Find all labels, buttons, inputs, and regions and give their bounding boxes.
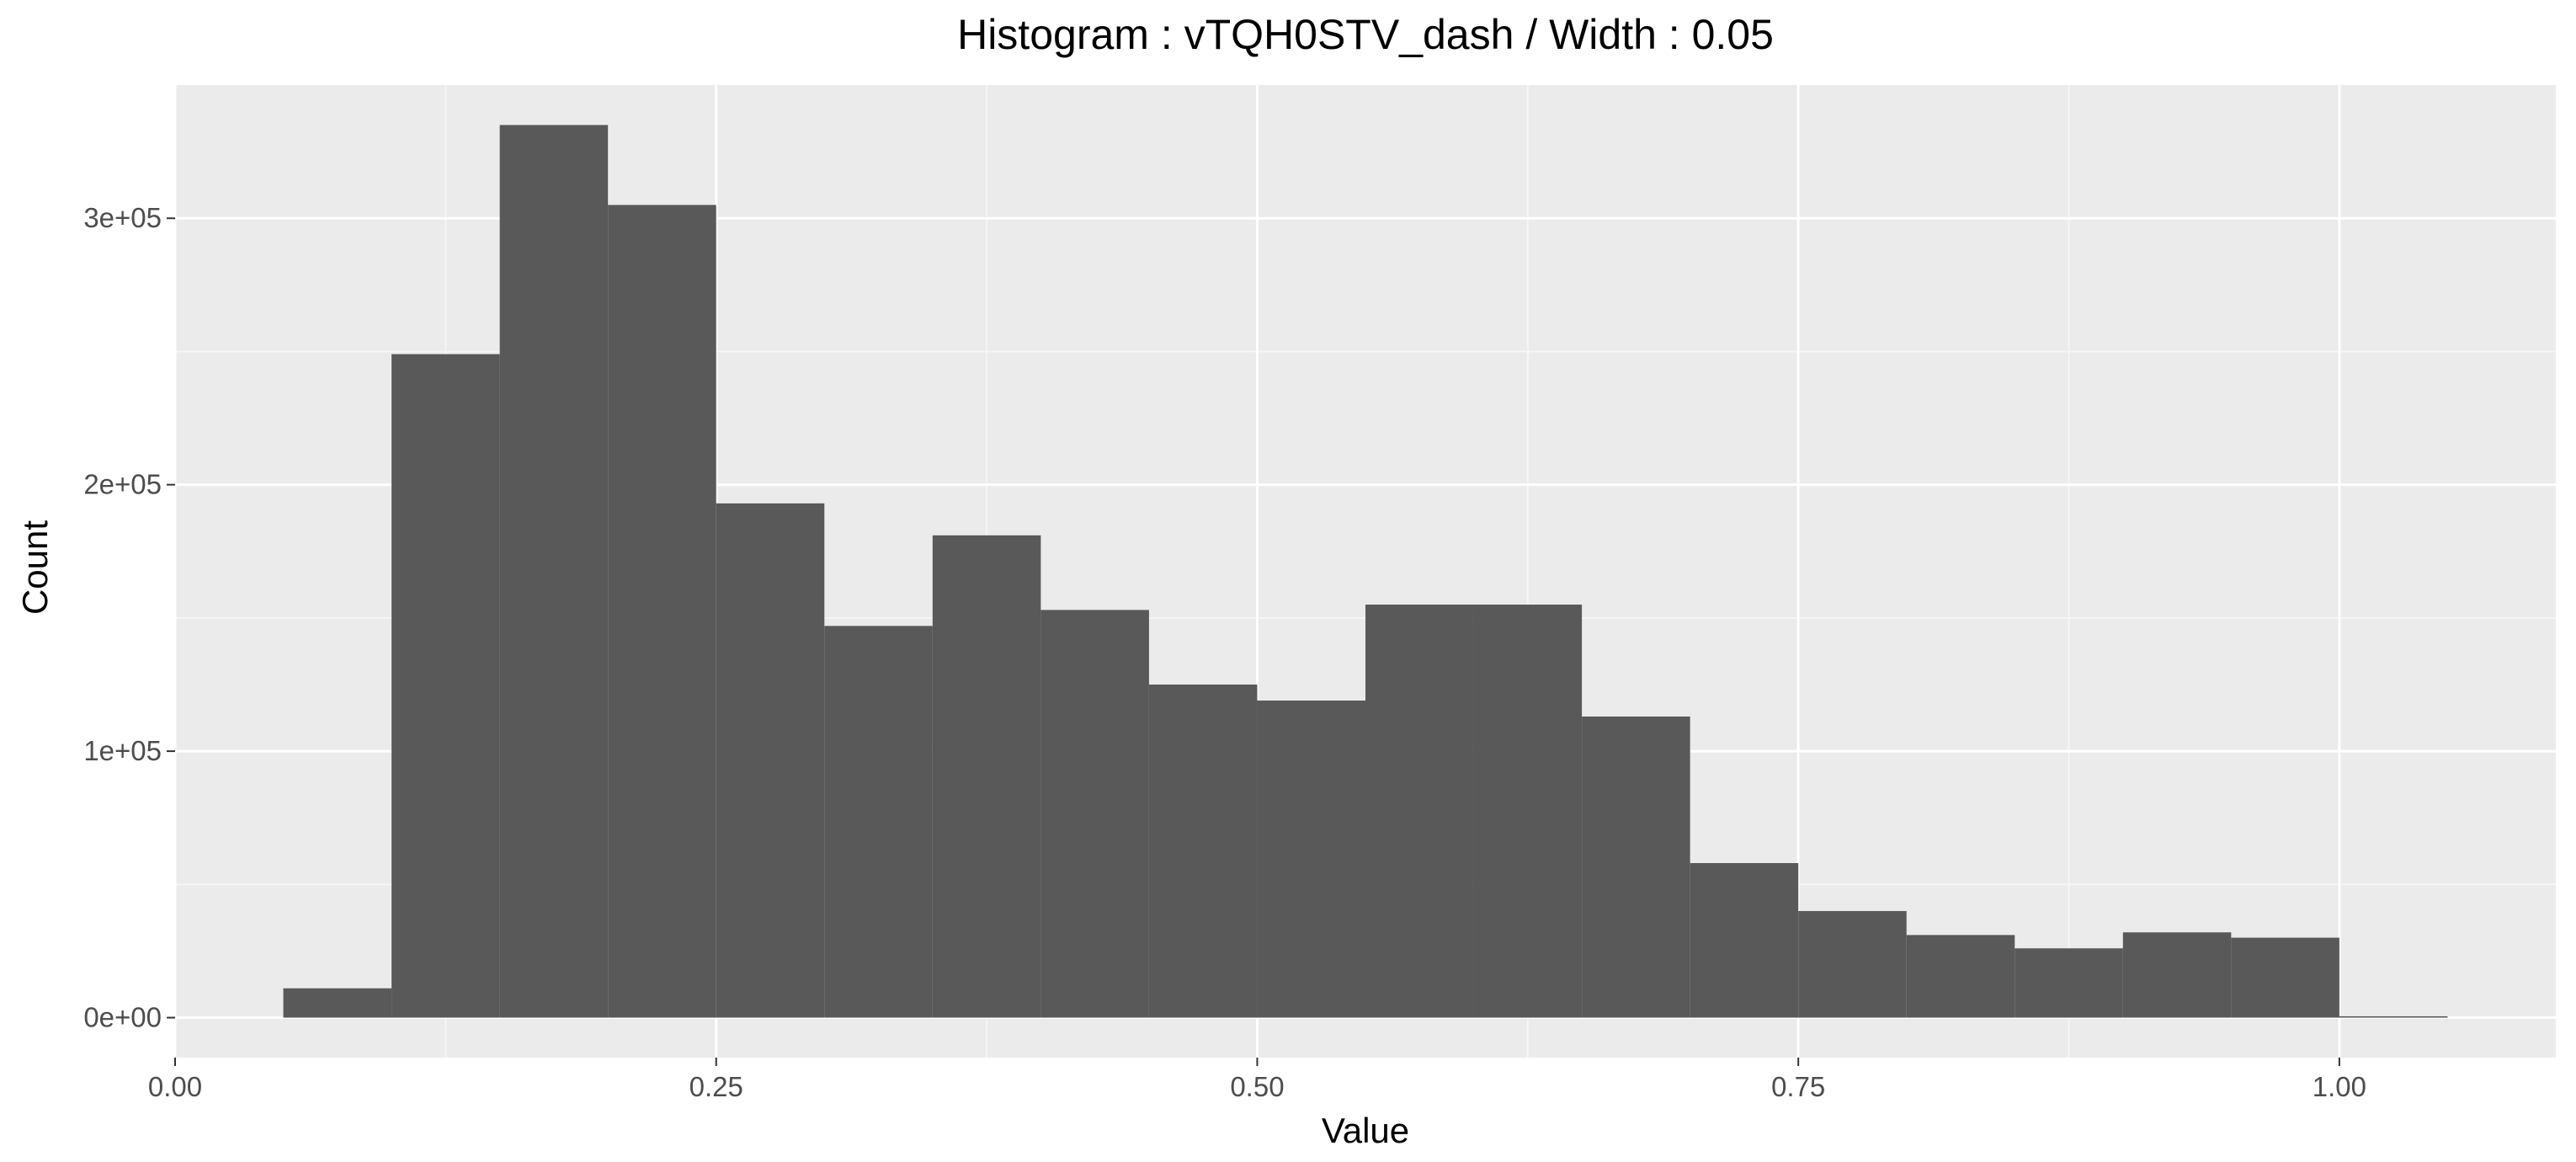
x-tick-label: 0.00: [148, 1071, 202, 1102]
x-tick-label: 0.25: [689, 1071, 743, 1102]
x-axis-label: Value: [1322, 1111, 1409, 1150]
x-axis: 0.00 0.25 0.50 0.75 1.00: [148, 1058, 2366, 1102]
histogram-bar: [824, 626, 933, 1018]
y-tick-label: 2e+05: [83, 469, 162, 500]
histogram-bar: [1148, 684, 1258, 1018]
histogram-bar: [2231, 937, 2339, 1018]
histogram-bar: [932, 535, 1041, 1018]
histogram-bar: [608, 205, 716, 1018]
histogram-bars: [283, 125, 2448, 1018]
x-tick-label: 0.75: [1771, 1071, 1825, 1102]
histogram-bar: [2339, 1015, 2448, 1018]
histogram-bar: [1041, 610, 1149, 1018]
histogram-bar: [2014, 948, 2123, 1018]
histogram-bar: [2122, 932, 2232, 1018]
y-axis: 0e+00 1e+05 2e+05 3e+05: [83, 202, 175, 1033]
histogram-bar: [499, 125, 609, 1018]
histogram-bar: [1365, 605, 1474, 1018]
histogram-bar: [1257, 700, 1365, 1018]
histogram-bar: [1582, 716, 1690, 1018]
x-tick-label: 1.00: [2313, 1071, 2366, 1102]
x-tick-label: 0.50: [1230, 1071, 1284, 1102]
histogram-bar: [391, 354, 500, 1018]
y-tick-label: 0e+00: [83, 1002, 162, 1033]
histogram-bar: [1798, 910, 1907, 1018]
chart-title: Histogram : vTQH0STV_dash / Width : 0.05: [957, 11, 1774, 58]
y-axis-label: Count: [15, 520, 55, 615]
y-tick-label: 1e+05: [83, 735, 162, 766]
y-tick-label: 3e+05: [83, 202, 162, 233]
histogram-bar: [1906, 935, 2015, 1018]
histogram-bar: [1473, 605, 1583, 1018]
histogram-bar: [283, 988, 392, 1018]
histogram-bar: [716, 503, 825, 1018]
histogram-bar: [1690, 863, 1799, 1018]
